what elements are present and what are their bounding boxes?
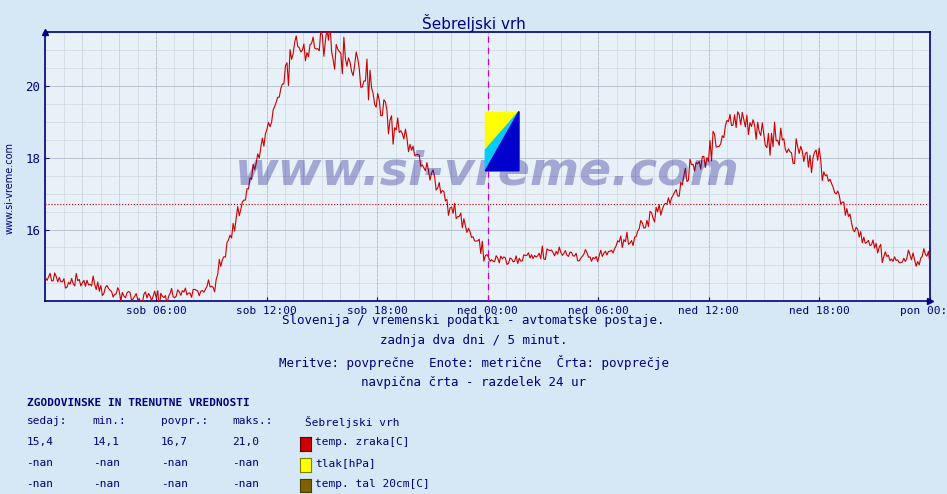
Polygon shape [485, 112, 519, 171]
Text: zadnja dva dni / 5 minut.: zadnja dva dni / 5 minut. [380, 334, 567, 347]
Text: tlak[hPa]: tlak[hPa] [315, 458, 376, 468]
Text: Slovenija / vremenski podatki - avtomatske postaje.: Slovenija / vremenski podatki - avtomats… [282, 314, 665, 327]
Text: www.si-vreme.com: www.si-vreme.com [235, 150, 741, 195]
Text: navpična črta - razdelek 24 ur: navpična črta - razdelek 24 ur [361, 376, 586, 389]
Text: 14,1: 14,1 [93, 437, 120, 447]
Text: 15,4: 15,4 [27, 437, 54, 447]
Text: ZGODOVINSKE IN TRENUTNE VREDNOSTI: ZGODOVINSKE IN TRENUTNE VREDNOSTI [27, 398, 249, 408]
Text: -nan: -nan [161, 458, 188, 468]
Text: -nan: -nan [27, 479, 54, 489]
Text: temp. zraka[C]: temp. zraka[C] [315, 437, 410, 447]
Text: www.si-vreme.com: www.si-vreme.com [5, 142, 14, 234]
Text: min.:: min.: [93, 416, 127, 426]
Text: -nan: -nan [161, 479, 188, 489]
Polygon shape [485, 112, 519, 171]
Text: -nan: -nan [232, 479, 259, 489]
Text: sedaj:: sedaj: [27, 416, 67, 426]
Text: Šebreljski vrh: Šebreljski vrh [305, 416, 400, 428]
Text: Šebreljski vrh: Šebreljski vrh [421, 14, 526, 32]
Text: 21,0: 21,0 [232, 437, 259, 447]
Text: -nan: -nan [232, 458, 259, 468]
Text: -nan: -nan [93, 458, 120, 468]
Polygon shape [485, 112, 519, 150]
Text: temp. tal 20cm[C]: temp. tal 20cm[C] [315, 479, 430, 489]
Text: 16,7: 16,7 [161, 437, 188, 447]
Text: -nan: -nan [27, 458, 54, 468]
Text: povpr.:: povpr.: [161, 416, 208, 426]
Text: maks.:: maks.: [232, 416, 273, 426]
Text: -nan: -nan [93, 479, 120, 489]
Text: Meritve: povprečne  Enote: metrične  Črta: povprečje: Meritve: povprečne Enote: metrične Črta:… [278, 355, 669, 370]
